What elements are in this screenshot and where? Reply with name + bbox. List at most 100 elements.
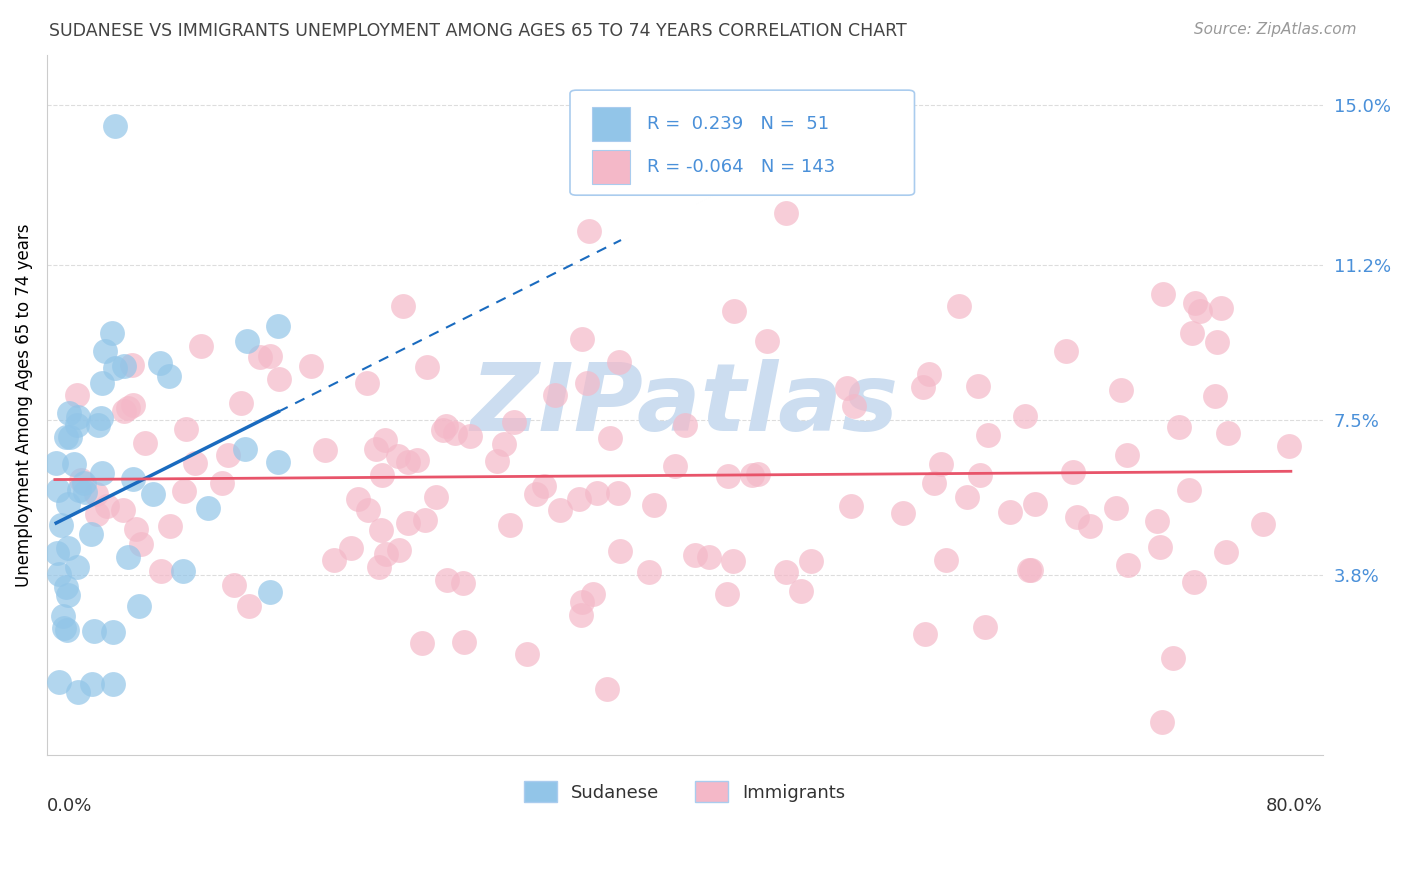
Point	[1024, 497, 1046, 511]
Point	[172, 564, 194, 578]
Point	[58, 406, 80, 420]
Point	[55, 430, 77, 444]
Point	[571, 595, 593, 609]
Point	[1062, 465, 1084, 479]
Point	[935, 553, 957, 567]
Bar	[592, 107, 630, 141]
Point	[406, 452, 429, 467]
Point	[578, 224, 600, 238]
Point	[599, 431, 621, 445]
Point	[51, 518, 73, 533]
Point	[117, 550, 139, 565]
Point	[112, 502, 135, 516]
Point	[1206, 334, 1229, 349]
Text: Source: ZipAtlas.com: Source: ZipAtlas.com	[1194, 22, 1357, 37]
Point	[267, 372, 290, 386]
Point	[775, 565, 797, 579]
Point	[69, 473, 91, 487]
Y-axis label: Unemployment Among Ages 65 to 74 years: Unemployment Among Ages 65 to 74 years	[15, 224, 32, 587]
Point	[596, 682, 619, 697]
Point	[775, 206, 797, 220]
Point	[112, 359, 135, 374]
Point	[956, 490, 979, 504]
Point	[190, 339, 212, 353]
Point	[502, 415, 524, 429]
Point	[1149, 541, 1171, 555]
Point	[86, 507, 108, 521]
Point	[585, 486, 607, 500]
Point	[368, 559, 391, 574]
Point	[323, 553, 346, 567]
Point	[55, 580, 77, 594]
Point	[1019, 563, 1042, 577]
Point	[90, 411, 112, 425]
Point	[122, 397, 145, 411]
Point	[413, 512, 436, 526]
Point	[184, 456, 207, 470]
Point	[66, 388, 89, 402]
Point	[149, 356, 172, 370]
FancyBboxPatch shape	[569, 90, 914, 195]
Point	[1066, 509, 1088, 524]
Point	[149, 564, 172, 578]
Point	[45, 456, 67, 470]
Point	[499, 518, 522, 533]
Point	[575, 376, 598, 390]
Point	[800, 554, 823, 568]
Point	[259, 349, 281, 363]
Point	[967, 379, 990, 393]
Point	[66, 560, 89, 574]
Point	[46, 546, 69, 560]
Point	[374, 433, 396, 447]
Point	[66, 417, 89, 432]
Point	[340, 541, 363, 556]
Text: SUDANESE VS IMMIGRANTS UNEMPLOYMENT AMONG AGES 65 TO 74 YEARS CORRELATION CHART: SUDANESE VS IMMIGRANTS UNEMPLOYMENT AMON…	[49, 22, 907, 40]
Point	[914, 626, 936, 640]
Point	[1116, 448, 1139, 462]
Point	[67, 409, 90, 424]
Point	[73, 484, 96, 499]
Point	[1116, 558, 1139, 573]
Point	[1150, 714, 1173, 729]
Point	[609, 544, 631, 558]
Point	[1152, 287, 1174, 301]
Point	[56, 623, 79, 637]
Point	[134, 435, 156, 450]
Point	[637, 565, 659, 579]
Point	[388, 542, 411, 557]
Point	[716, 587, 738, 601]
Point	[374, 547, 396, 561]
Point	[1105, 501, 1128, 516]
Point	[222, 578, 245, 592]
Point	[1146, 514, 1168, 528]
Point	[238, 599, 260, 614]
Point	[73, 475, 96, 490]
Point	[891, 506, 914, 520]
Point	[370, 468, 392, 483]
Point	[1178, 483, 1201, 498]
Point	[432, 423, 454, 437]
Point	[697, 549, 720, 564]
Point	[1109, 383, 1132, 397]
Point	[582, 587, 605, 601]
Point	[56, 497, 79, 511]
Point	[683, 548, 706, 562]
Point	[444, 426, 467, 441]
Point	[103, 625, 125, 640]
Point	[721, 554, 744, 568]
Point	[396, 516, 419, 530]
Point	[453, 575, 475, 590]
Point	[425, 490, 447, 504]
Point	[91, 376, 114, 390]
Point	[1251, 516, 1274, 531]
Point	[121, 358, 143, 372]
Point	[56, 588, 79, 602]
Point	[142, 486, 165, 500]
Point	[453, 635, 475, 649]
Text: 0.0%: 0.0%	[46, 797, 93, 815]
Point	[104, 360, 127, 375]
Point	[59, 430, 82, 444]
Point	[83, 624, 105, 638]
Point	[63, 458, 86, 472]
Point	[101, 677, 124, 691]
